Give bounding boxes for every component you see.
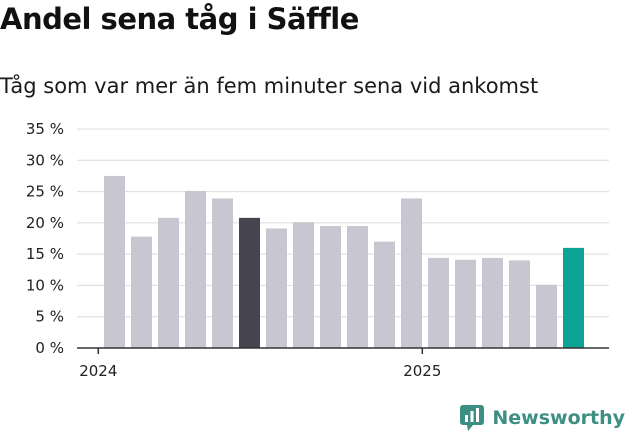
- bar: [401, 198, 422, 348]
- bar: [374, 241, 395, 348]
- y-tick-label: 0 %: [35, 339, 64, 357]
- bar: [509, 260, 530, 348]
- bar: [104, 175, 125, 348]
- x-tick-label: 2025: [403, 362, 441, 380]
- bar: [455, 259, 476, 348]
- y-axis-labels: 0 % 5 % 10 % 15 % 20 % 25 % 30 % 35 %: [26, 120, 64, 357]
- y-tick-label: 30 %: [26, 151, 64, 169]
- chart-title: Andel sena tåg i Säffle: [0, 2, 359, 36]
- bar: [212, 198, 233, 348]
- bar-chart: 0 % 5 % 10 % 15 % 20 % 25 % 30 % 35 % 2024 2025: [26, 120, 609, 380]
- newsworthy-logo: Newsworthy: [460, 405, 625, 431]
- bar: [131, 236, 152, 348]
- bars: [104, 175, 584, 348]
- bar: [347, 225, 368, 348]
- y-tick-label: 5 %: [35, 308, 64, 326]
- x-axis: 2024 2025: [77, 347, 609, 380]
- chart-subtitle: Tåg som var mer än fem minuter sena vid …: [0, 74, 539, 98]
- y-tick-label: 25 %: [26, 183, 64, 201]
- brand-name: Newsworthy: [492, 407, 625, 429]
- bar: [293, 222, 314, 348]
- bar: [158, 217, 179, 348]
- bar: [482, 257, 503, 348]
- bar: [266, 228, 287, 348]
- newsworthy-icon: [460, 405, 485, 431]
- y-tick-label: 20 %: [26, 214, 64, 232]
- y-tick-label: 10 %: [26, 276, 64, 294]
- bar: [428, 257, 449, 348]
- bar: [320, 225, 341, 348]
- bar: [563, 247, 584, 348]
- y-tick-label: 15 %: [26, 245, 64, 263]
- bar: [239, 217, 260, 348]
- x-tick-label: 2024: [79, 362, 117, 380]
- y-tick-label: 35 %: [26, 120, 64, 138]
- bar: [536, 284, 557, 348]
- bar: [185, 190, 206, 348]
